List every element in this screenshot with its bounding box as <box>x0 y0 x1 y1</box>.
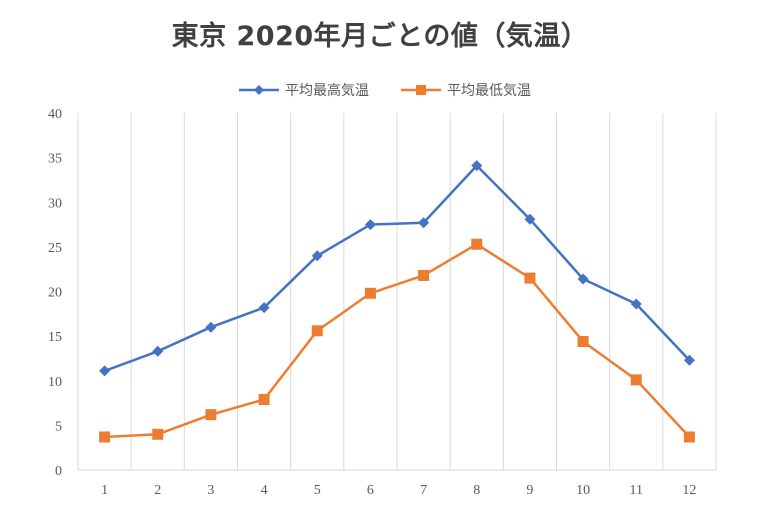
data-point-min <box>630 374 642 386</box>
data-point-min <box>205 409 217 421</box>
data-point-min <box>471 238 483 250</box>
x-tick-label: 3 <box>207 483 214 498</box>
data-point-min <box>258 393 270 405</box>
data-point-max <box>311 250 323 262</box>
data-point-max <box>99 365 111 377</box>
y-tick-label: 10 <box>48 375 62 390</box>
y-tick-label: 30 <box>48 196 62 211</box>
y-tick-label: 0 <box>55 464 62 479</box>
data-point-min <box>524 272 536 284</box>
data-point-min <box>418 269 430 281</box>
legend-label-min: 平均最低気温 <box>447 83 531 99</box>
y-tick-label: 35 <box>48 152 62 167</box>
data-point-min <box>311 325 323 337</box>
series-line-max <box>104 164 691 373</box>
data-point-max <box>364 219 376 231</box>
data-point-max <box>524 213 536 225</box>
legend-label-max: 平均最高気温 <box>285 83 369 99</box>
x-tick-label: 1 <box>101 483 108 498</box>
y-tick-label: 40 <box>48 107 62 122</box>
data-point-min <box>99 431 111 443</box>
y-tick-label: 20 <box>48 286 62 301</box>
legend: 平均最高気温 平均最低気温 <box>0 80 770 100</box>
y-tick-label: 15 <box>48 330 62 345</box>
y-tick-label: 25 <box>48 241 62 256</box>
series-line-min <box>104 242 691 439</box>
data-point-max <box>152 345 164 357</box>
x-tick-label: 11 <box>630 483 643 498</box>
x-tick-label: 12 <box>682 483 696 498</box>
data-point-max <box>471 160 483 172</box>
data-point-max <box>577 273 589 285</box>
data-point-min <box>683 431 695 443</box>
legend-swatch-min <box>401 85 441 95</box>
legend-item-max: 平均最高気温 <box>239 80 369 100</box>
data-point-max <box>205 321 217 333</box>
data-point-min <box>364 287 376 299</box>
data-point-max <box>258 302 270 314</box>
x-tick-label: 9 <box>526 483 533 498</box>
x-tick-label: 7 <box>420 483 427 498</box>
data-point-max <box>683 354 695 366</box>
x-tick-label: 2 <box>154 483 161 498</box>
legend-item-min: 平均最低気温 <box>401 80 531 100</box>
x-tick-label: 8 <box>473 483 480 498</box>
x-tick-label: 4 <box>261 483 268 498</box>
data-point-min <box>577 335 589 347</box>
chart-title: 東京 2020年月ごとの値（気温） <box>171 21 589 52</box>
data-point-min <box>152 428 164 440</box>
data-point-max <box>418 217 430 229</box>
y-tick-label: 5 <box>55 419 62 434</box>
x-tick-label: 10 <box>576 483 590 498</box>
legend-swatch-max <box>239 85 279 95</box>
x-tick-label: 6 <box>367 483 374 498</box>
data-point-max <box>630 298 642 310</box>
x-tick-label: 5 <box>314 483 321 498</box>
